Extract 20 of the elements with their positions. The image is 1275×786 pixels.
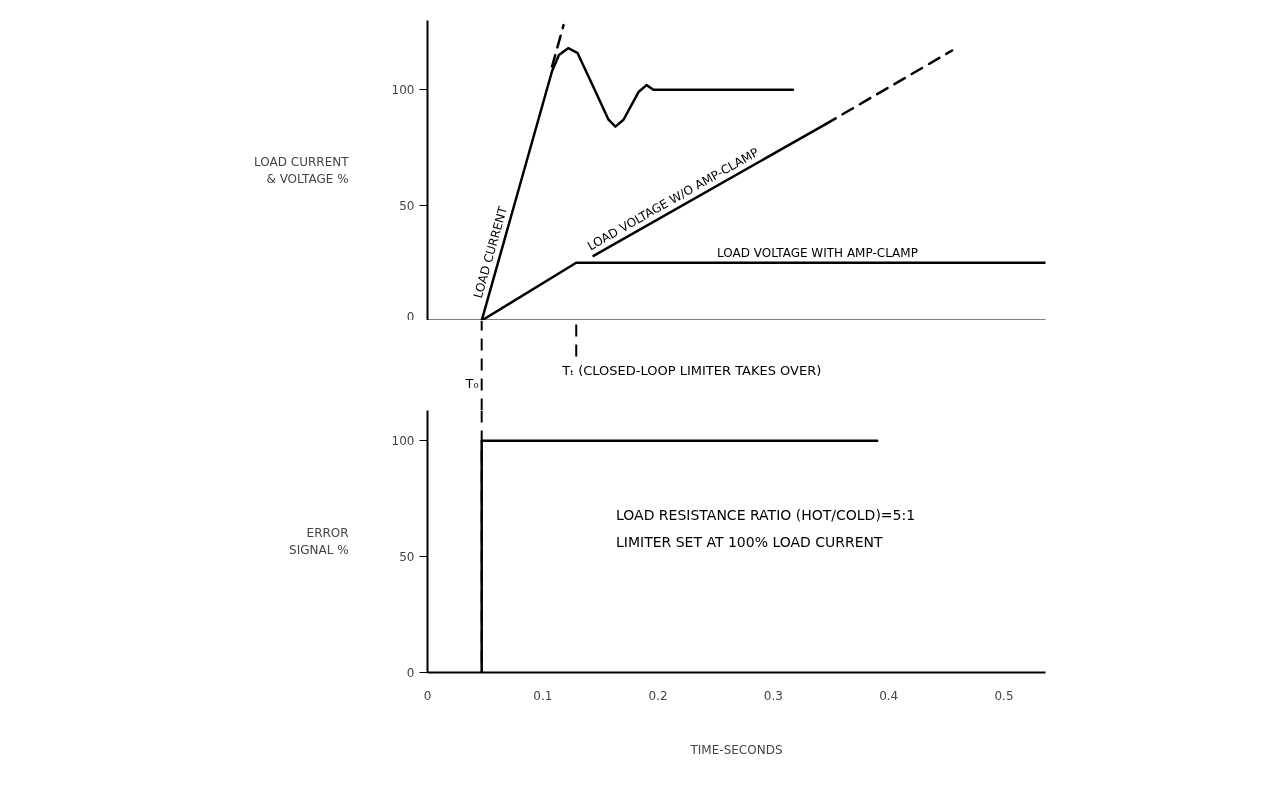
ref-line-label: T₀ xyxy=(464,376,479,391)
ref-line-label: Tₜ (CLOSED-LOOP LIMITER TAKES OVER) xyxy=(561,362,822,378)
x-tick-label: 0.5 xyxy=(994,688,1014,703)
y-tick-label: 0 xyxy=(406,666,415,680)
y-tick-label: 100 xyxy=(391,83,415,98)
annotation: LIMITER SET AT 100% LOAD CURRENT xyxy=(615,533,884,550)
y-axis-title: ERROR SIGNAL % xyxy=(289,526,349,557)
x-tick-label: 0 xyxy=(423,688,432,703)
x-tick-label: 0.4 xyxy=(879,688,899,703)
y-tick-label: 50 xyxy=(399,550,415,565)
annotation: LOAD RESISTANCE RATIO (HOT/COLD)=5:1 xyxy=(615,507,916,524)
y-axis-title: LOAD CURRENT & VOLTAGE % xyxy=(254,155,350,186)
series-label: LOAD VOLTAGE WITH AMP-CLAMP xyxy=(717,245,918,260)
x-tick-label: 0.2 xyxy=(648,688,668,703)
x-axis-title: TIME-SECONDS xyxy=(689,742,783,757)
y-tick-label: 100 xyxy=(391,434,415,449)
x-tick-label: 0.3 xyxy=(763,688,783,703)
x-tick-label: 0.1 xyxy=(533,688,553,703)
y-tick-label: 50 xyxy=(399,198,415,213)
y-tick-label: 0 xyxy=(406,309,415,324)
